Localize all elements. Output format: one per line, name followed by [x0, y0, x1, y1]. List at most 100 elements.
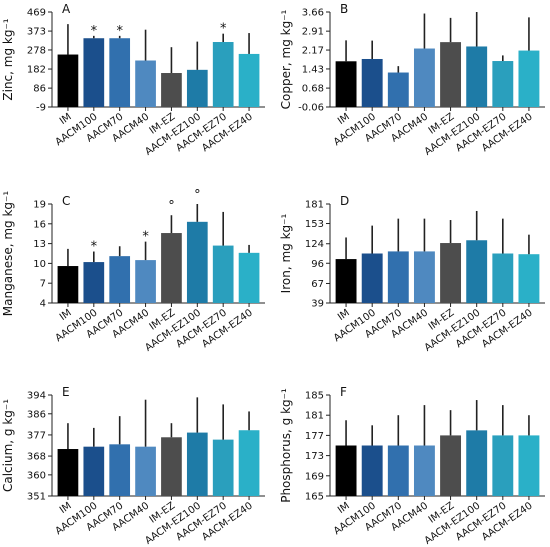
bar-aacm40 [413, 48, 435, 107]
bar-aacm-ez70 [212, 439, 234, 496]
y-tick-label: 1.43 [302, 64, 324, 75]
y-tick-label: 177 [305, 431, 324, 442]
y-axis-label: Iron, mg kg⁻¹ [279, 214, 293, 294]
y-tick-label: 7 [40, 279, 46, 290]
panel-letter: E [62, 385, 70, 399]
y-tick-label: 394 [27, 391, 46, 402]
bar-aacm100 [361, 253, 383, 303]
bar-im [335, 445, 357, 496]
bar-aacm-ez40 [518, 435, 540, 496]
significance-star: * [91, 24, 98, 39]
y-tick-label: 165 [305, 492, 324, 503]
bar-aacm100 [83, 446, 105, 496]
bar-aacm70 [109, 444, 131, 496]
y-tick-label: 360 [27, 470, 46, 481]
y-tick-label: 278 [27, 45, 46, 56]
y-tick-label: 181 [305, 411, 324, 422]
bar-aacm100 [361, 445, 383, 496]
bar-im-ez [161, 73, 182, 107]
bar-aacm40 [135, 60, 156, 107]
bar-aacm-ez40 [518, 254, 540, 303]
bar-aacm-ez100 [466, 240, 488, 303]
y-axis-label: Copper, mg kg⁻¹ [279, 9, 293, 109]
significance-degree: ° [168, 199, 175, 214]
bar-aacm40 [135, 260, 156, 303]
y-tick-label: 19 [33, 200, 46, 211]
bar-aacm-ez100 [186, 69, 208, 107]
bar-aacm-ez40 [238, 53, 260, 107]
significance-star: * [142, 230, 149, 245]
y-tick-label: 96 [311, 259, 324, 270]
significance-star: * [220, 22, 227, 37]
y-axis-label: Manganese, mg kg⁻¹ [1, 191, 15, 317]
y-tick-label: 386 [27, 409, 46, 420]
chart-panel-b: B -0.06 0.68 1.43 2.17 2.91 3.66 Copper, mg kg⁻… [279, 2, 545, 158]
y-tick-label: -9 [36, 103, 46, 114]
bar-aacm-ez70 [212, 245, 234, 303]
bar-aacm-ez70 [492, 253, 514, 303]
bar-aacm-ez100 [186, 432, 208, 496]
y-tick-label: 469 [27, 8, 46, 19]
bar-aacm-ez40 [238, 252, 260, 303]
y-tick-label: 153 [305, 219, 324, 230]
y-tick-label: 373 [27, 27, 46, 38]
bar-aacm70 [387, 72, 409, 107]
panel-letter: B [340, 2, 348, 16]
bar-aacm-ez70 [492, 61, 514, 107]
y-axis-label: Zinc, mg kg⁻¹ [1, 18, 15, 100]
y-tick-label: 39 [311, 299, 324, 310]
bar-aacm100 [83, 38, 105, 107]
significance-star: * [91, 240, 98, 255]
bar-aacm40 [135, 446, 156, 496]
y-tick-label: 10 [33, 259, 46, 270]
x-tick-label: IM [58, 111, 74, 127]
y-tick-label: 2.91 [302, 27, 324, 38]
bar-aacm40 [413, 445, 435, 496]
bar-im-ez [440, 42, 462, 107]
y-tick-label: 185 [305, 391, 324, 402]
x-tick-label: IM [336, 307, 352, 323]
y-tick-label: 377 [27, 430, 46, 441]
bar-aacm40 [413, 251, 435, 303]
bar-aacm70 [387, 445, 409, 496]
bar-im [57, 266, 79, 303]
y-tick-label: 86 [33, 84, 46, 95]
y-tick-label: 13 [33, 239, 46, 250]
bar-aacm-ez40 [518, 50, 540, 107]
panel-letter: D [340, 194, 349, 208]
y-tick-label: 3.66 [302, 8, 324, 19]
y-tick-label: 181 [305, 200, 324, 211]
significance-star: * [116, 24, 123, 39]
y-tick-label: 169 [305, 471, 324, 482]
y-tick-label: 4 [40, 299, 46, 310]
y-tick-label: 368 [27, 452, 46, 463]
bar-im-ez [161, 437, 182, 496]
x-tick-label: IM [336, 111, 352, 127]
y-axis-label: Calcium, g kg⁻¹ [1, 399, 15, 492]
y-axis-label: Phosphorus, g kg⁻¹ [279, 388, 293, 503]
y-tick-label: 182 [27, 65, 46, 76]
bar-aacm100 [83, 262, 105, 303]
y-tick-label: 351 [27, 492, 46, 503]
y-tick-label: 2.17 [302, 46, 324, 57]
y-tick-label: 173 [305, 451, 324, 462]
bar-im-ez [440, 435, 462, 496]
bar-aacm-ez100 [466, 430, 488, 496]
panel-letter: F [340, 385, 347, 399]
bar-aacm70 [387, 251, 409, 303]
bar-im-ez [161, 233, 182, 303]
bar-im [335, 259, 357, 303]
panel-letter: C [62, 194, 70, 208]
y-tick-label: 16 [33, 219, 46, 230]
y-tick-label: 67 [311, 279, 324, 290]
x-tick-label: IM [58, 307, 74, 323]
bar-aacm-ez100 [186, 221, 208, 303]
bar-aacm-ez70 [492, 435, 514, 496]
bar-aacm-ez100 [466, 46, 488, 107]
